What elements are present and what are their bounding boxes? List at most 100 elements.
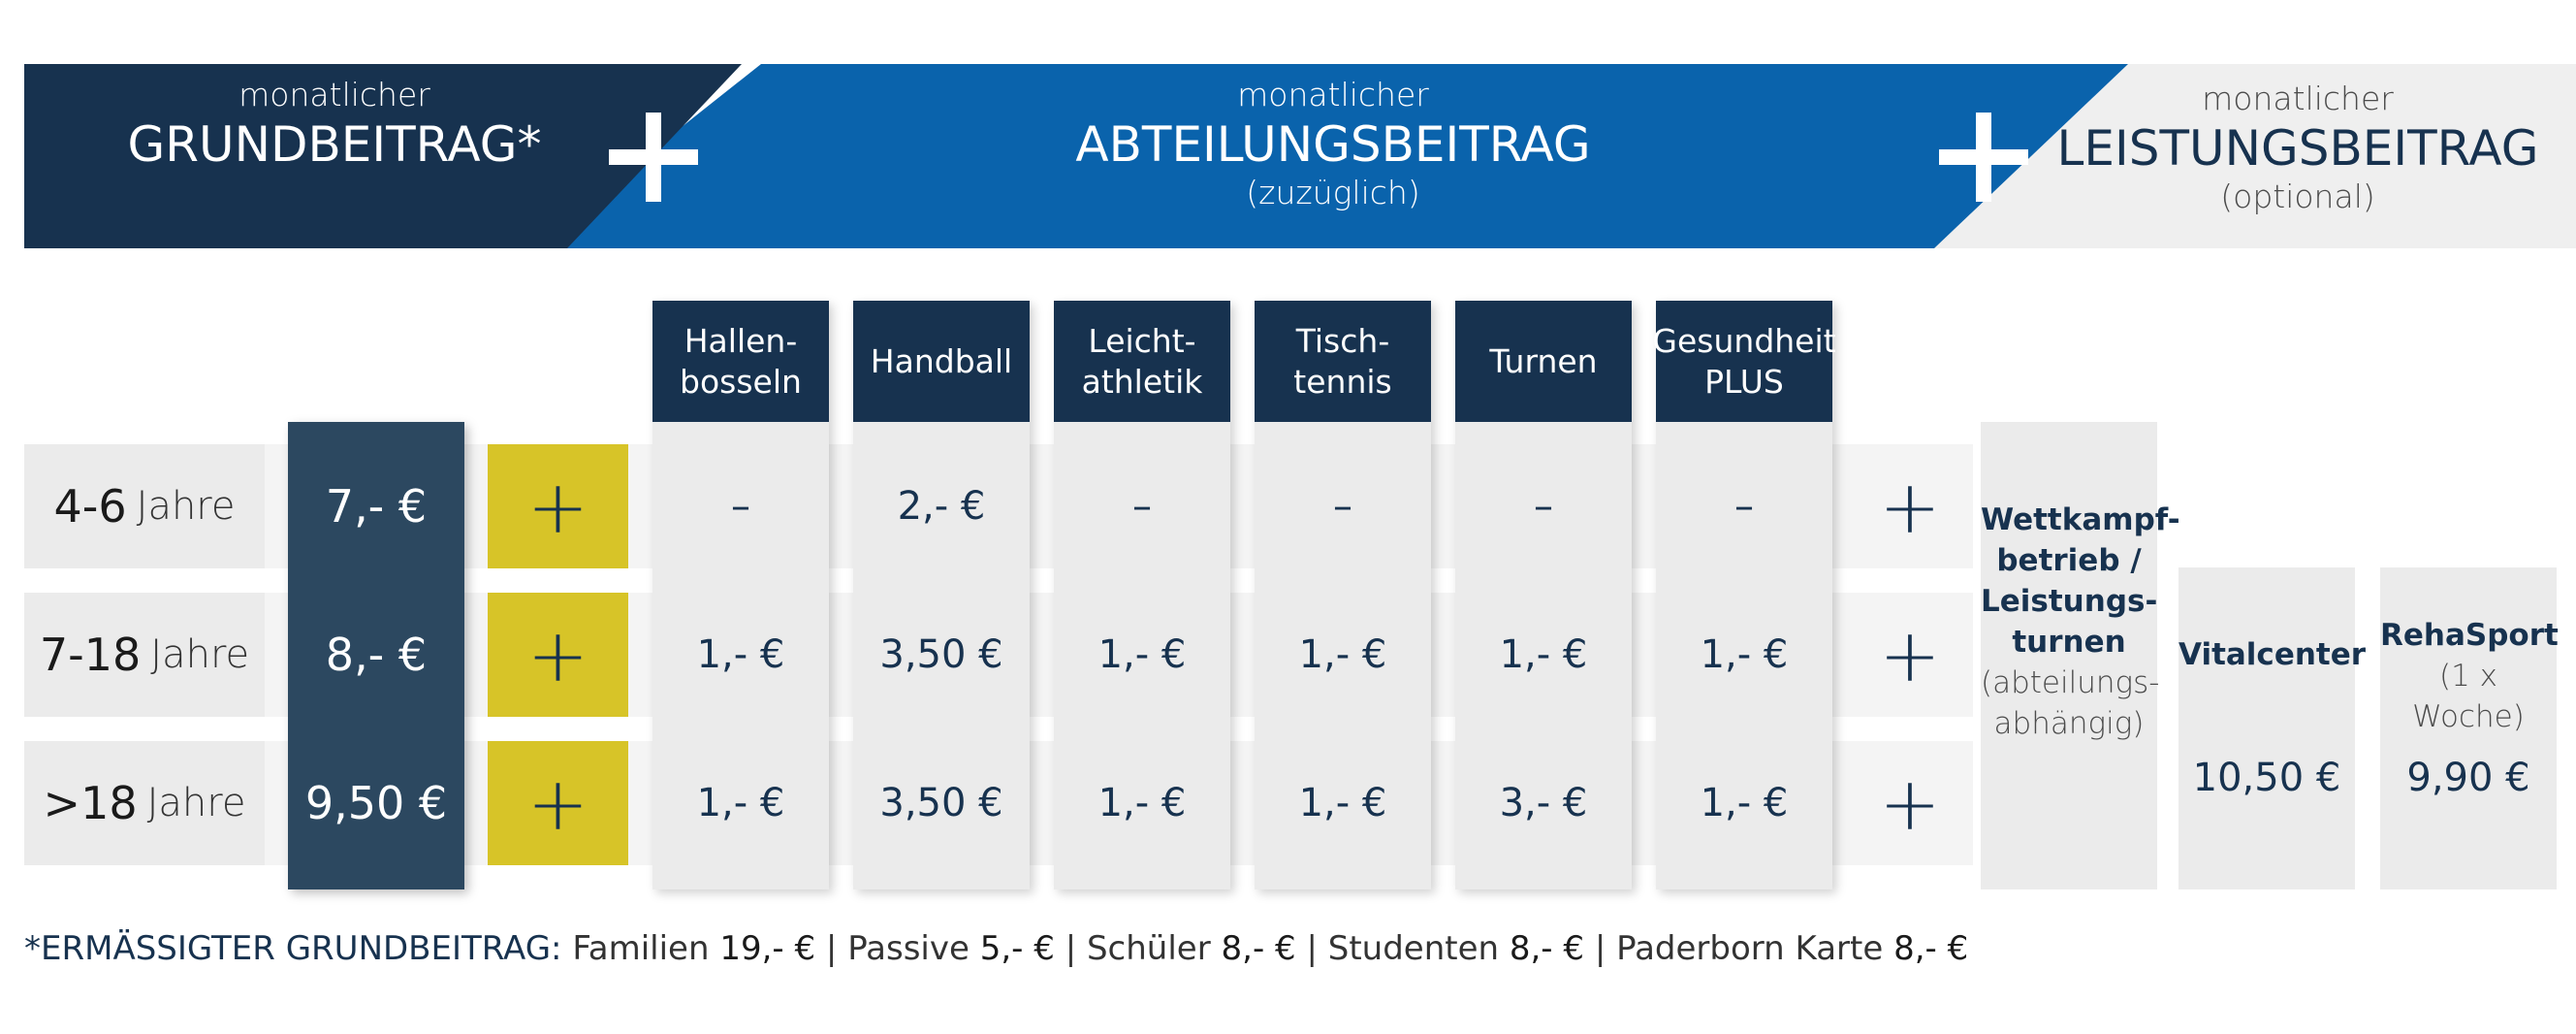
department-fee: 1,- €: [1097, 632, 1187, 677]
department-header-handball: Handball: [853, 301, 1030, 422]
grundbeitrag-value: 9,50 €: [304, 777, 448, 829]
plus-icon: [1939, 113, 2028, 202]
plus-icon: +: [488, 741, 628, 865]
age-unit: Jahre: [136, 484, 236, 529]
department-header-line: Tisch-: [1295, 321, 1390, 360]
wettkampf-line: Leistungs-: [1981, 584, 2158, 619]
age-label: >18 Jahre: [24, 741, 265, 865]
department-fee: 3,50 €: [879, 632, 1003, 677]
grundbeitrag-value: 7,- €: [325, 480, 428, 533]
banner-grund-text: monatlicher GRUNDBEITRAG*: [82, 74, 587, 173]
plus-icon: +: [1879, 463, 1941, 550]
department-header-hallenbosseln: Hallen-bosseln: [652, 301, 829, 422]
department-header-line: Turnen: [1489, 341, 1598, 380]
reduced-fee-label: Familien: [572, 929, 710, 968]
reduced-fee-note: *ERMÄSSIGTER GRUNDBEITRAG: Familien 19,-…: [24, 929, 1968, 968]
department-header-line: bosseln: [680, 362, 802, 401]
rehasport-label: RehaSport (1 x Woche): [2380, 615, 2559, 737]
wettkampf-line: betrieb /: [1996, 543, 2142, 578]
reduced-fee-label: Passive: [847, 929, 970, 968]
banner-leistung-title: LEISTUNGSBEITRAG: [2056, 120, 2539, 177]
plus-icon: +: [1879, 759, 1941, 847]
fee-banner: monatlicher GRUNDBEITRAG* monatlicher AB…: [24, 64, 2576, 248]
wettkampf-column: [1981, 422, 2157, 889]
banner-leistung-sub: (optional): [2220, 178, 2375, 215]
plus-icon: +: [488, 444, 628, 568]
grundbeitrag-column: [288, 422, 464, 889]
reduced-fee-value: 5,- €: [979, 929, 1055, 968]
age-range: 4-6: [53, 480, 127, 533]
wettkampf-note: (abteilungs-: [1981, 665, 2160, 700]
age-range: 7-18: [39, 629, 142, 681]
separator: |: [1584, 929, 1606, 968]
age-range: >18: [43, 777, 138, 829]
department-header-line: athletik: [1081, 362, 1203, 401]
wettkampf-label: Wettkampf- betrieb / Leistungs- turnen (…: [1981, 500, 2180, 744]
department-fee: 1,- €: [696, 632, 785, 677]
vitalcenter-price: 10,50 €: [2192, 756, 2341, 800]
vitalcenter-column: [2178, 567, 2355, 889]
plus-icon: [609, 113, 698, 202]
banner-abteilung-text: monatlicher ABTEILUNGSBEITRAG (zuzüglich…: [897, 74, 1769, 213]
department-header-line: Gesundheit: [1652, 321, 1836, 360]
department-fee: –: [1734, 484, 1754, 529]
grundbeitrag-value: 8,- €: [325, 629, 428, 681]
department-fee: 2,- €: [897, 484, 986, 529]
reduced-fee-value: 8,- €: [1509, 929, 1585, 968]
banner-leistung-text: monatlicher LEISTUNGSBEITRAG (optional): [2021, 78, 2574, 217]
reduced-fee-label: Studenten: [1327, 929, 1500, 968]
department-fee: 1,- €: [1298, 632, 1387, 677]
banner-grund-small: monatlicher: [239, 76, 430, 113]
banner-leistung-small: monatlicher: [2202, 80, 2394, 117]
department-fee: –: [731, 484, 750, 529]
reduced-fee-label: Schüler: [1086, 929, 1211, 968]
banner-grund-title: GRUNDBEITRAG*: [127, 116, 542, 173]
rehasport-column: [2380, 567, 2557, 889]
department-fee: 1,- €: [1700, 781, 1789, 825]
department-fee: –: [1534, 484, 1553, 529]
wettkampf-note: abhängig): [1993, 706, 2145, 741]
department-fee: 3,50 €: [879, 781, 1003, 825]
department-fee: 1,- €: [1298, 781, 1387, 825]
department-fee: 1,- €: [1499, 632, 1588, 677]
reduced-fee-value: 8,- €: [1221, 929, 1296, 968]
age-label: 4-6 Jahre: [24, 444, 265, 568]
reduced-fee-label: Paderborn Karte: [1616, 929, 1884, 968]
banner-abteilung-small: monatlicher: [1237, 76, 1429, 113]
department-fee: 3,- €: [1499, 781, 1588, 825]
department-header-tischtennis: Tisch-tennis: [1255, 301, 1431, 422]
department-header-line: tennis: [1293, 362, 1392, 401]
age-unit: Jahre: [146, 781, 246, 825]
plus-icon: +: [488, 593, 628, 717]
reduced-fee-value: 8,- €: [1893, 929, 1969, 968]
wettkampf-line: Wettkampf-: [1981, 502, 2180, 537]
rehasport-frequency: (1 x Woche): [2412, 659, 2525, 734]
age-label: 7-18 Jahre: [24, 593, 265, 717]
department-fee: 1,- €: [1700, 632, 1789, 677]
department-fee: 1,- €: [1097, 781, 1187, 825]
department-fee: 1,- €: [696, 781, 785, 825]
department-fee: –: [1333, 484, 1352, 529]
vitalcenter-title: Vitalcenter: [2178, 637, 2367, 672]
separator: |: [815, 929, 838, 968]
rehasport-title: RehaSport: [2380, 618, 2559, 653]
reduced-fee-value: 19,- €: [719, 929, 816, 968]
department-fee: –: [1132, 484, 1152, 529]
age-unit: Jahre: [150, 632, 250, 677]
department-header-turnen: Turnen: [1455, 301, 1632, 422]
rehasport-price: 9,90 €: [2406, 756, 2530, 800]
department-header-line: Hallen-: [684, 321, 798, 360]
department-header-leichtathletik: Leicht-athletik: [1054, 301, 1230, 422]
banner-segment-abteilung: [528, 64, 2128, 248]
department-header-line: Leicht-: [1088, 321, 1196, 360]
department-header-gesundheit-plus: Gesundheit PLUS: [1652, 301, 1836, 422]
separator: |: [1054, 929, 1077, 968]
separator: |: [1295, 929, 1318, 968]
plus-icon: +: [1879, 611, 1941, 698]
banner-abteilung-sub: (zuzüglich): [1246, 174, 1420, 211]
department-header-line: PLUS: [1704, 362, 1784, 401]
vitalcenter-label: Vitalcenter: [2178, 634, 2367, 675]
wettkampf-line: turnen: [2012, 625, 2126, 660]
department-header-line: Handball: [870, 341, 1013, 380]
reduced-fee-lead: *ERMÄSSIGTER GRUNDBEITRAG:: [24, 929, 562, 968]
